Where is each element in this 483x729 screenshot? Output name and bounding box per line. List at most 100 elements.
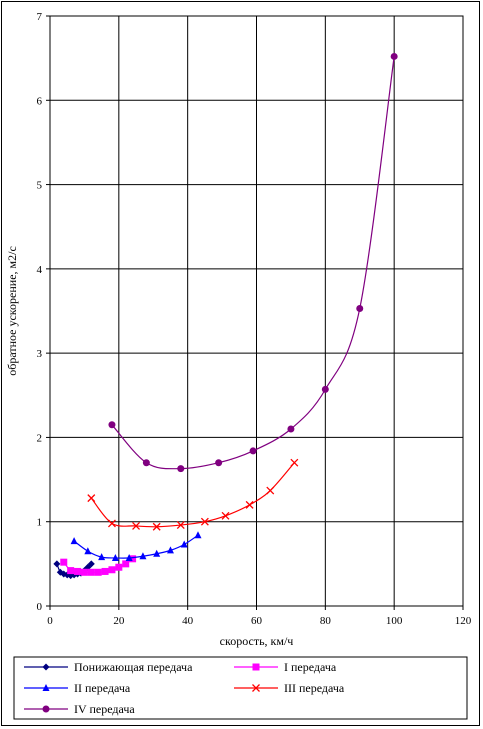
data-point <box>290 458 299 467</box>
data-point <box>194 531 202 539</box>
data-point <box>321 385 329 393</box>
x-axis-ticks: 0 20 40 60 80 100 120 <box>47 606 472 627</box>
data-point-stroke <box>290 458 299 467</box>
data-point <box>287 425 295 433</box>
x-tick-label: 40 <box>182 615 194 627</box>
data-point <box>215 459 223 467</box>
series-3 <box>70 531 202 561</box>
legend-marker <box>42 663 50 671</box>
data-point <box>70 537 78 545</box>
y-tick-label: 5 <box>37 180 43 192</box>
legend-item: II передача <box>24 681 131 695</box>
data-point-stroke <box>221 511 230 520</box>
legend-marker <box>252 684 260 692</box>
data-point <box>139 552 147 560</box>
data-point <box>87 560 95 568</box>
x-tick-label: 0 <box>47 615 53 627</box>
data-point <box>132 521 141 530</box>
data-point <box>129 555 137 563</box>
y-tick-label: 2 <box>37 432 43 444</box>
data-point-stroke <box>200 517 209 526</box>
plot-area <box>49 15 464 607</box>
legend-label: I передача <box>284 660 337 674</box>
legend: Понижающая передача I передача II передача… <box>13 656 468 720</box>
data-point <box>245 500 254 509</box>
data-point <box>166 546 174 554</box>
legend-label: IV передача <box>74 702 135 716</box>
y-tick-label: 4 <box>37 264 43 276</box>
data-point <box>53 560 61 568</box>
data-point <box>125 553 133 561</box>
data-point <box>87 568 95 576</box>
data-point <box>177 465 185 473</box>
data-point <box>111 553 119 561</box>
data-point <box>176 521 185 530</box>
data-point <box>94 568 102 576</box>
legend-label: III передача <box>284 681 345 695</box>
data-point <box>200 517 209 526</box>
y-tick-label: 1 <box>37 517 43 529</box>
data-point <box>152 522 161 531</box>
legend-marker-stroke <box>252 684 260 692</box>
data-point <box>153 549 161 557</box>
data-point <box>60 570 68 578</box>
data-point-stroke <box>245 500 254 509</box>
data-point-stroke <box>107 519 116 528</box>
data-point <box>108 421 116 429</box>
data-point <box>60 558 68 566</box>
data-point <box>266 486 275 495</box>
y-axis-title: обратное ускорение, м2/с <box>5 246 19 376</box>
x-axis-title: скорость, км/ч <box>220 634 294 648</box>
data-point <box>122 560 130 568</box>
data-point-stroke <box>176 521 185 530</box>
data-point <box>390 52 398 60</box>
data-point <box>115 563 123 571</box>
data-point <box>87 494 96 503</box>
series-2 <box>60 555 137 576</box>
data-point <box>108 566 116 574</box>
data-point-stroke <box>152 522 161 531</box>
y-axis-ticks: 0 1 2 3 4 5 6 7 <box>37 11 50 613</box>
data-point <box>180 540 188 548</box>
legend-marker <box>252 663 260 671</box>
data-point <box>107 519 116 528</box>
data-point <box>356 304 364 312</box>
data-point <box>101 567 109 575</box>
y-tick-label: 0 <box>37 601 43 613</box>
legend-marker <box>42 705 50 713</box>
legend-item: III передача <box>234 681 345 695</box>
data-point <box>249 447 257 455</box>
x-tick-label: 80 <box>320 615 332 627</box>
x-tick-label: 20 <box>113 615 125 627</box>
data-point <box>80 568 88 576</box>
series-line <box>111 56 395 470</box>
data-point <box>98 553 106 561</box>
data-point-stroke <box>132 521 141 530</box>
legend-item: IV передача <box>24 702 135 716</box>
legend-item: Понижающая передача <box>24 660 193 674</box>
data-point <box>74 567 82 575</box>
data-point <box>221 511 230 520</box>
data-point <box>142 459 150 467</box>
series-line <box>90 462 295 528</box>
data-point-stroke <box>87 494 96 503</box>
series-layer <box>53 52 398 580</box>
legend-label: Понижающая передача <box>74 660 193 674</box>
legend-item: I передача <box>234 660 337 674</box>
x-tick-label: 60 <box>251 615 263 627</box>
data-point-stroke <box>266 486 275 495</box>
series-4 <box>87 458 299 531</box>
series-5 <box>108 52 398 473</box>
series-line <box>73 534 199 559</box>
legend-label: II передача <box>74 681 131 695</box>
y-tick-label: 3 <box>37 348 43 360</box>
x-tick-label: 100 <box>386 615 403 627</box>
x-tick-label: 120 <box>455 615 472 627</box>
data-point <box>67 567 75 575</box>
y-tick-label: 6 <box>37 95 43 107</box>
legend-marker <box>42 684 50 691</box>
data-point <box>84 547 92 555</box>
y-tick-label: 7 <box>37 11 43 23</box>
